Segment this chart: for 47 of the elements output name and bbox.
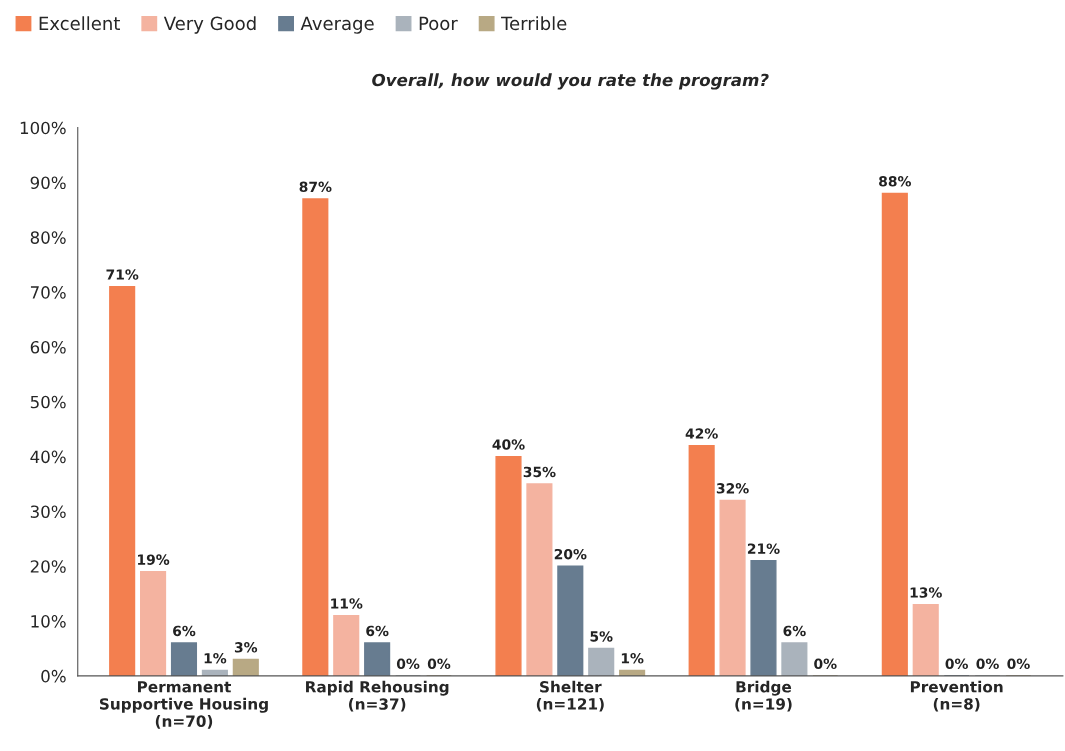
data-label: 20%	[554, 548, 587, 560]
data-label: 19%	[138, 554, 170, 565]
y-tick-label: 40%	[30, 450, 66, 464]
data-label: 11%	[331, 598, 363, 609]
data-label: 35%	[523, 466, 556, 478]
x-tick-label: Permanent Supportive Housing (n=70)	[99, 681, 268, 729]
data-label: 21%	[747, 543, 780, 554]
y-tick-label: 0%	[41, 669, 66, 683]
data-label: 0%	[976, 658, 999, 670]
x-tick-label: Bridge (n=19)	[735, 680, 792, 712]
legend-label: Terrible	[501, 16, 567, 31]
y-tick-label: 80%	[30, 231, 66, 244]
legend-label: Average	[300, 16, 374, 34]
y-tick-label: 100%	[20, 121, 66, 135]
x-tick-label: Rapid Rehousing (n=37)	[306, 680, 449, 712]
x-tick-label: Shelter (n=121)	[536, 680, 604, 712]
data-label: 42%	[685, 428, 718, 439]
legend-label: Very Good	[163, 16, 256, 34]
data-label: 0%	[945, 658, 968, 670]
y-tick-label: 70%	[30, 286, 66, 299]
data-label: 13%	[910, 587, 942, 598]
data-label: 0%	[427, 658, 451, 670]
y-tick-label: 90%	[30, 176, 66, 190]
data-label: 1%	[204, 653, 227, 664]
data-label: 88%	[879, 176, 911, 187]
data-label: 0%	[396, 658, 420, 670]
data-label: 6%	[783, 625, 806, 637]
data-label: 32%	[716, 483, 749, 494]
data-label: 71%	[106, 269, 139, 280]
legend-label: Poor	[419, 16, 458, 31]
data-label: 0%	[1007, 658, 1030, 670]
y-tick-label: 30%	[30, 505, 66, 518]
y-tick-label: 20%	[30, 560, 66, 573]
data-label: 3%	[234, 642, 258, 653]
data-label: 1%	[621, 653, 644, 664]
legend-label: Excellent	[39, 16, 120, 31]
chart-title: Overall, how would you rate the program?	[372, 73, 769, 90]
data-label: 0%	[814, 658, 837, 670]
y-tick-label: 50%	[30, 395, 66, 409]
data-label: 87%	[299, 181, 332, 193]
x-tick-label: Prevention (n=8)	[910, 680, 1003, 712]
data-label: 6%	[173, 625, 196, 637]
y-tick-label: 10%	[31, 615, 66, 628]
data-label: 6%	[366, 625, 389, 637]
y-tick-label: 60%	[30, 340, 66, 354]
data-label: 5%	[590, 631, 613, 642]
data-label: 40%	[492, 439, 525, 450]
